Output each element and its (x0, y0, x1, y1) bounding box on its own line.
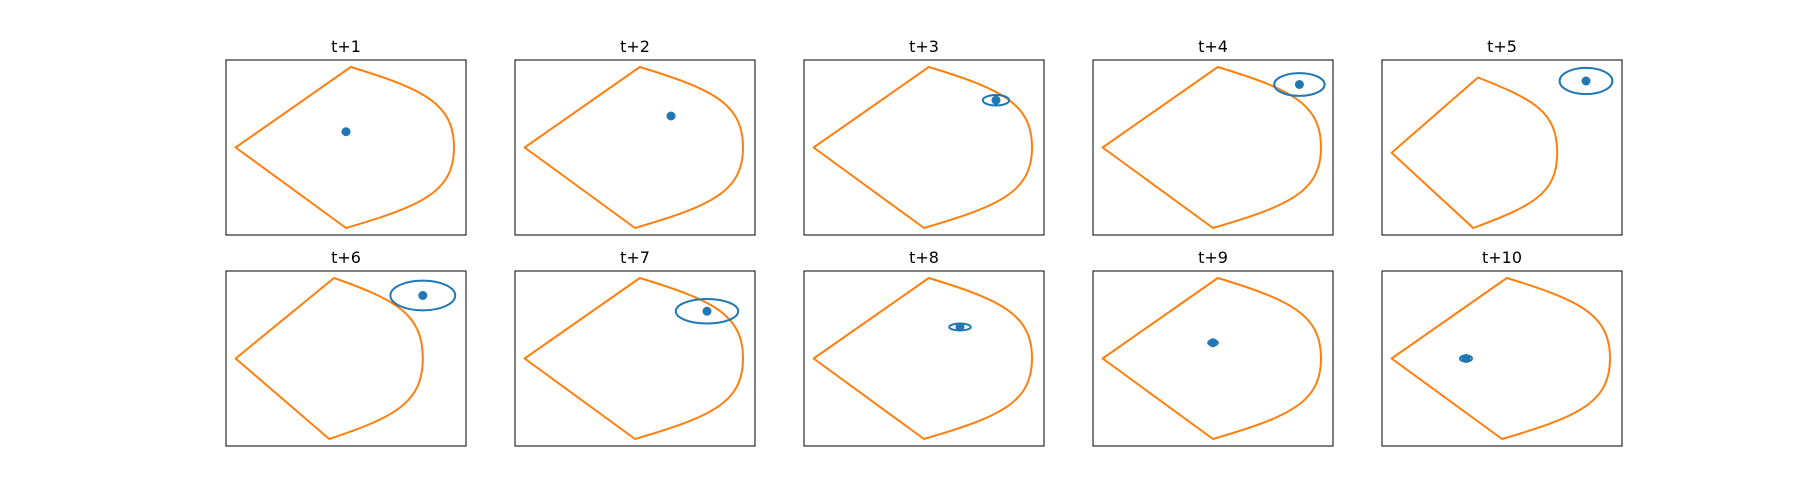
feasible-region (523, 277, 744, 440)
predicted-point (702, 306, 712, 316)
feasible-region (1390, 76, 1559, 229)
feasible-region (1101, 66, 1322, 229)
panel: t+1 (225, 37, 467, 236)
panel: t+8 (803, 248, 1045, 447)
predicted-point (418, 291, 428, 300)
predicted-point (1294, 80, 1304, 89)
predicted-point (341, 127, 351, 137)
panels-grid: t+1 t+2 t+3 t+4 t+5 t+6 t+7 t+8 t+9 t+10 (225, 37, 1623, 447)
panel: t+3 (803, 37, 1045, 236)
axes-frame (803, 270, 1045, 447)
predicted-point (1208, 338, 1218, 348)
panel: t+4 (1092, 37, 1334, 236)
panel: t+10 (1381, 248, 1623, 447)
panel-title: t+10 (1482, 248, 1522, 267)
predicted-point (1581, 76, 1591, 86)
feasible-region (812, 277, 1033, 440)
feasible-region (523, 66, 744, 229)
axes-frame (225, 59, 467, 236)
panel-title: t+6 (331, 248, 361, 267)
axes-frame (803, 59, 1045, 236)
feasible-region (1390, 277, 1611, 440)
axes-frame (1381, 270, 1623, 447)
uncertainty-ellipse (389, 279, 457, 312)
axes-frame (225, 270, 467, 447)
predicted-point (991, 95, 1001, 105)
panel: t+6 (225, 248, 467, 447)
panel-title: t+9 (1198, 248, 1228, 267)
predicted-point (1461, 354, 1471, 363)
axes-frame (1092, 59, 1334, 236)
panel: t+5 (1381, 37, 1623, 236)
axes-frame (514, 270, 756, 447)
predicted-point (666, 111, 676, 121)
feasible-region (234, 277, 424, 440)
panel-title: t+5 (1487, 37, 1517, 56)
predicted-point (955, 322, 965, 332)
panel-title: t+2 (620, 37, 650, 56)
panel-title: t+1 (331, 37, 361, 56)
uncertainty-ellipse (674, 298, 740, 325)
panel: t+9 (1092, 248, 1334, 447)
panel-title: t+8 (909, 248, 939, 267)
feasible-region (812, 66, 1033, 229)
panel: t+2 (514, 37, 756, 236)
feasible-region (234, 66, 455, 229)
uncertainty-ellipse (981, 94, 1011, 107)
axes-frame (514, 59, 756, 236)
feasible-region (1101, 277, 1322, 440)
uncertainty-ellipse (1558, 66, 1614, 96)
axes-frame (1092, 270, 1334, 447)
panel-title: t+7 (620, 248, 650, 267)
axes-frame (1381, 59, 1623, 236)
panel-title: t+4 (1198, 37, 1228, 56)
uncertainty-ellipse (1273, 72, 1326, 97)
panel-title: t+3 (909, 37, 939, 56)
panel: t+7 (514, 248, 756, 447)
